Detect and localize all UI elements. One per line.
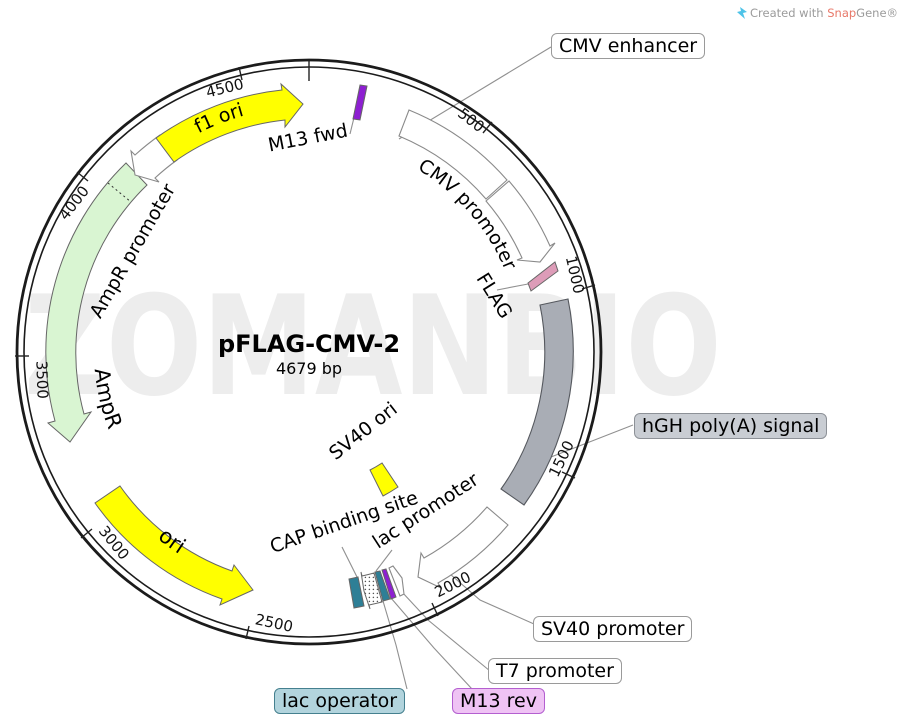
credit-brand-snap: Snap <box>827 6 857 20</box>
feature-sv40-ori <box>369 462 399 497</box>
plasmid-title-block: pFLAG-CMV-2 4679 bp <box>218 330 400 378</box>
feature-ampr <box>45 162 148 443</box>
lac-operator-callout-text: lac operator <box>282 690 398 712</box>
feature-hgh-polya <box>500 298 574 506</box>
credit-brand-gene: Gene® <box>856 6 899 20</box>
tick-1000 <box>581 284 596 290</box>
plasmid-name: pFLAG-CMV-2 <box>217 330 401 358</box>
cmv-enhancer-callout: CMV enhancer <box>551 33 706 59</box>
feature-cmv-enhancer <box>398 109 508 200</box>
cmv-enhancer-callout-text: CMV enhancer <box>559 35 698 57</box>
feature-sv40-promoter <box>417 506 509 590</box>
sv40-ori-label: SV40 ori <box>325 398 402 465</box>
sv40-promoter-callout-text: SV40 promoter <box>541 618 685 640</box>
leader-flag <box>496 283 529 291</box>
tick-1500 <box>561 471 576 479</box>
tick-label-1000: 1000 <box>562 254 588 295</box>
plasmid-size: 4679 bp <box>275 359 343 378</box>
credit-prefix: Created with <box>750 6 828 20</box>
feature-lac-promoter <box>360 571 383 610</box>
tick-label-3500: 3500 <box>32 360 51 399</box>
feature-t7-promoter <box>388 565 405 597</box>
tick-3000 <box>80 528 93 539</box>
leader-cap-binding <box>341 546 359 580</box>
ampr-label: AmpR <box>90 367 127 432</box>
hgh-polya-callout-text: hGH poly(A) signal <box>642 415 820 437</box>
t7-promoter-callout: T7 promoter <box>488 658 622 684</box>
tick-marks <box>15 60 596 640</box>
leader-m13-rev <box>390 597 473 690</box>
hgh-polya-callout: hGH poly(A) signal <box>634 413 828 439</box>
credit-line: Created with SnapGene® <box>750 6 898 20</box>
leader-lac-operator <box>382 600 408 690</box>
tick-500 <box>482 121 493 134</box>
m13-rev-callout-text: M13 rev <box>460 690 537 712</box>
feature-ori <box>94 485 254 606</box>
leader-sv40-promoter <box>449 573 535 625</box>
tick-4000 <box>76 171 89 182</box>
feature-cmv-promoter <box>485 180 556 263</box>
feature-flag <box>527 261 559 292</box>
feature-cap-binding <box>348 576 365 609</box>
feature-f1-ori <box>155 82 304 163</box>
feature-lac-operator <box>374 570 391 602</box>
leader-lac-promoter <box>375 549 393 572</box>
leader-t7-promoter <box>401 591 491 672</box>
lac-operator-callout: lac operator <box>274 688 406 714</box>
tick-4500 <box>238 66 243 81</box>
leader-hgh-polya <box>550 424 634 458</box>
m13-rev-callout: M13 rev <box>452 688 545 714</box>
m13-fwd-label: M13 fwd <box>266 120 349 157</box>
sv40-promoter-callout: SV40 promoter <box>533 616 693 642</box>
tick-2000 <box>431 602 439 617</box>
watermark: ZOMANBIO <box>24 266 722 427</box>
flag-label: FLAG <box>472 269 517 323</box>
features <box>45 82 574 610</box>
feature-m13-rev <box>381 568 397 600</box>
snapgene-logo-icon <box>737 7 747 19</box>
t7-promoter-callout-text: T7 promoter <box>496 660 614 682</box>
feature-m13-fwd <box>352 84 368 121</box>
tick-2500 <box>245 625 250 640</box>
